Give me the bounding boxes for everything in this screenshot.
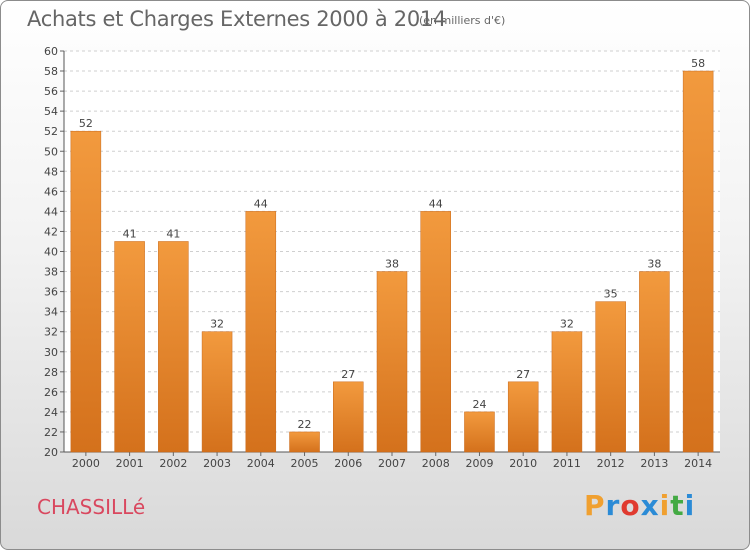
- bar: [682, 70, 714, 453]
- y-tick-label: 48: [44, 165, 58, 178]
- commune-name: CHASSILLé: [37, 495, 146, 519]
- chart-subtitle: (en milliers d'€): [419, 14, 506, 27]
- brand-letter: r: [605, 489, 621, 522]
- x-tick-label: 2012: [597, 457, 625, 470]
- y-tick-label: 28: [44, 366, 58, 379]
- bar-value-label: 22: [298, 418, 312, 431]
- y-tick-label: 32: [44, 326, 58, 339]
- x-tick-label: 2009: [465, 457, 493, 470]
- bars: [70, 70, 714, 453]
- brand-letter: i: [659, 489, 671, 522]
- y-tick-label: 20: [44, 446, 58, 459]
- bar-value-label: 44: [429, 197, 443, 210]
- x-tick-label: 2007: [378, 457, 406, 470]
- x-tick-label: 2006: [334, 457, 362, 470]
- bar: [289, 431, 320, 453]
- y-tick-label: 52: [44, 125, 58, 138]
- bar: [70, 130, 102, 453]
- x-tick-label: 2004: [247, 457, 275, 470]
- y-tick-label: 40: [44, 246, 58, 259]
- x-tick-label: 2000: [72, 457, 100, 470]
- x-tick-label: 2011: [553, 457, 581, 470]
- bar: [158, 241, 189, 453]
- y-tick-label: 36: [44, 286, 58, 299]
- y-tick-label: 24: [44, 406, 58, 419]
- y-tick-label: 22: [44, 426, 58, 439]
- brand-letter: o: [620, 489, 641, 522]
- y-tick-label: 56: [44, 85, 58, 98]
- y-tick-label: 42: [44, 225, 58, 238]
- bar-value-label: 38: [385, 258, 399, 271]
- y-tick-label: 54: [44, 105, 58, 118]
- brand-letter: i: [684, 489, 696, 522]
- bar-value-label: 24: [472, 398, 486, 411]
- y-tick-label: 44: [44, 205, 58, 218]
- bar-value-label: 41: [123, 227, 137, 240]
- x-tick-label: 2005: [291, 457, 319, 470]
- bar: [464, 411, 495, 453]
- labels: 20 22 24 26 28 30 32 34 36 38 40 42 44 46 48 50 52 54 56 58…: [44, 45, 712, 470]
- y-tick-label: 26: [44, 386, 58, 399]
- bar: [114, 241, 145, 453]
- bar-value-label: 44: [254, 197, 268, 210]
- bar-value-label: 27: [341, 368, 355, 381]
- x-tick-label: 2014: [684, 457, 712, 470]
- y-tick-label: 46: [44, 185, 58, 198]
- y-tick-label: 30: [44, 346, 58, 359]
- bar: [551, 331, 583, 453]
- bar: [201, 331, 233, 453]
- x-tick-label: 2002: [159, 457, 187, 470]
- bar: [376, 271, 408, 453]
- y-tick-label: 34: [44, 306, 58, 319]
- brand-letter: P: [584, 489, 606, 522]
- bar-value-label: 58: [691, 57, 705, 70]
- x-tick-label: 2003: [203, 457, 231, 470]
- chart-title: Achats et Charges Externes 2000 à 2014: [27, 7, 447, 31]
- bar-value-label: 35: [604, 288, 618, 301]
- brand-letter: x: [640, 489, 660, 522]
- brand-letter: t: [670, 489, 685, 522]
- bar-value-label: 32: [560, 318, 574, 331]
- x-tick-label: 2010: [509, 457, 537, 470]
- bar: [245, 211, 277, 453]
- bar: [333, 381, 364, 453]
- bar-value-label: 32: [210, 318, 224, 331]
- x-tick-label: 2001: [116, 457, 144, 470]
- y-tick-label: 58: [44, 65, 58, 78]
- bar-value-label: 38: [647, 258, 661, 271]
- bar: [639, 271, 670, 453]
- bar: [420, 211, 451, 453]
- bar-value-label: 27: [516, 368, 530, 381]
- bar: [595, 301, 626, 453]
- bar: [507, 381, 539, 453]
- y-tick-label: 60: [44, 45, 58, 58]
- proxiti-logo: Proxiti: [584, 489, 695, 522]
- x-tick-label: 2008: [422, 457, 450, 470]
- y-tick-label: 50: [44, 145, 58, 158]
- bar-value-label: 52: [79, 117, 93, 130]
- bar-value-label: 41: [166, 227, 180, 240]
- x-tick-label: 2013: [640, 457, 668, 470]
- y-tick-label: 38: [44, 266, 58, 279]
